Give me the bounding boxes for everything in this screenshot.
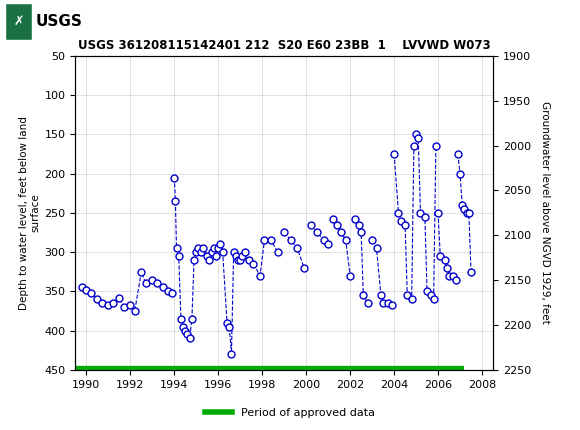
Text: ✗: ✗ <box>13 15 24 28</box>
Y-axis label: Groundwater level above NGVD 1929, feet: Groundwater level above NGVD 1929, feet <box>541 101 550 324</box>
FancyBboxPatch shape <box>5 3 32 40</box>
Y-axis label: Depth to water level, feet below land
surface: Depth to water level, feet below land su… <box>19 116 41 310</box>
Title: USGS 361208115142401 212  S20 E60 23BB  1    LVVWD W073: USGS 361208115142401 212 S20 E60 23BB 1 … <box>78 39 491 52</box>
FancyBboxPatch shape <box>5 3 63 40</box>
Text: USGS: USGS <box>36 14 83 29</box>
Legend: Period of approved data: Period of approved data <box>200 403 380 422</box>
